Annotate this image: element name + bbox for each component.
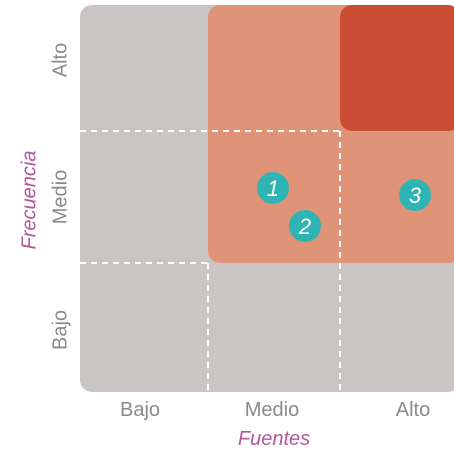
y-tick-label: Alto [49, 42, 72, 78]
x-tick-label: Medio [244, 399, 300, 421]
x-tick-label: Alto [395, 399, 431, 421]
marker: 3 [399, 179, 431, 211]
marker-label: 3 [409, 183, 422, 208]
y-axis-title: Frecuencia [18, 150, 41, 250]
y-tick-label: Bajo [49, 309, 72, 351]
y-tick-label: Medio [49, 169, 72, 225]
x-tick-label: Bajo [119, 399, 161, 421]
marker-label: 1 [267, 176, 279, 201]
x-axis-title: Fuentes [237, 428, 311, 450]
marker: 2 [289, 210, 321, 242]
marker-label: 2 [298, 214, 311, 239]
marker: 1 [257, 172, 289, 204]
high-risk-zone [340, 5, 454, 131]
